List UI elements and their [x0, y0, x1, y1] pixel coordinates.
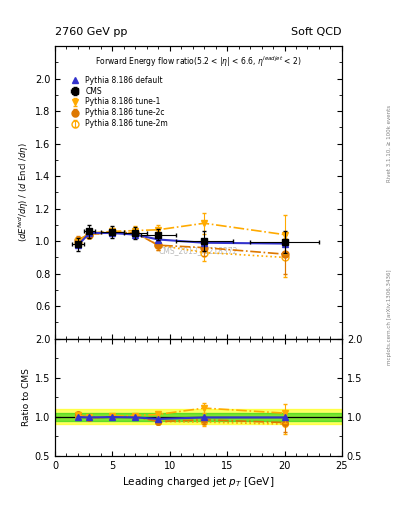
Text: Rivet 3.1.10, ≥ 100k events: Rivet 3.1.10, ≥ 100k events	[387, 105, 392, 182]
Pythia 8.186 default	[282, 241, 287, 247]
Line: Pythia 8.186 default: Pythia 8.186 default	[75, 229, 288, 249]
Text: Forward Energy flow ratio(5.2 < $|\eta|$ < 6.6, $\eta^{leadjet}$ < 2): Forward Energy flow ratio(5.2 < $|\eta|$…	[95, 55, 302, 69]
Pythia 8.186 default	[133, 231, 138, 238]
Pythia 8.186 default	[87, 230, 92, 236]
Pythia 8.186 default	[110, 230, 115, 236]
Text: mcplots.cern.ch [arXiv:1306.3436]: mcplots.cern.ch [arXiv:1306.3436]	[387, 270, 392, 365]
Pythia 8.186 default	[75, 242, 80, 248]
Text: CMS_2013_I1218372: CMS_2013_I1218372	[159, 246, 238, 255]
Text: Soft QCD: Soft QCD	[292, 27, 342, 37]
Bar	[55, 409, 342, 424]
Bar	[55, 413, 342, 420]
Pythia 8.186 default	[202, 240, 207, 246]
Y-axis label: Ratio to CMS: Ratio to CMS	[22, 368, 31, 426]
Text: 2760 GeV pp: 2760 GeV pp	[55, 27, 127, 37]
Y-axis label: $(dE^{fwd}/d\eta)$ / $(d$ Encl $ / d\eta)$: $(dE^{fwd}/d\eta)$ / $(d$ Encl $ / d\eta…	[16, 142, 31, 242]
X-axis label: Leading charged jet $p_{T}$ [GeV]: Leading charged jet $p_{T}$ [GeV]	[122, 475, 275, 489]
Pythia 8.186 default	[156, 237, 161, 243]
Legend: Pythia 8.186 default, CMS, Pythia 8.186 tune-1, Pythia 8.186 tune-2c, Pythia 8.1: Pythia 8.186 default, CMS, Pythia 8.186 …	[64, 73, 170, 131]
